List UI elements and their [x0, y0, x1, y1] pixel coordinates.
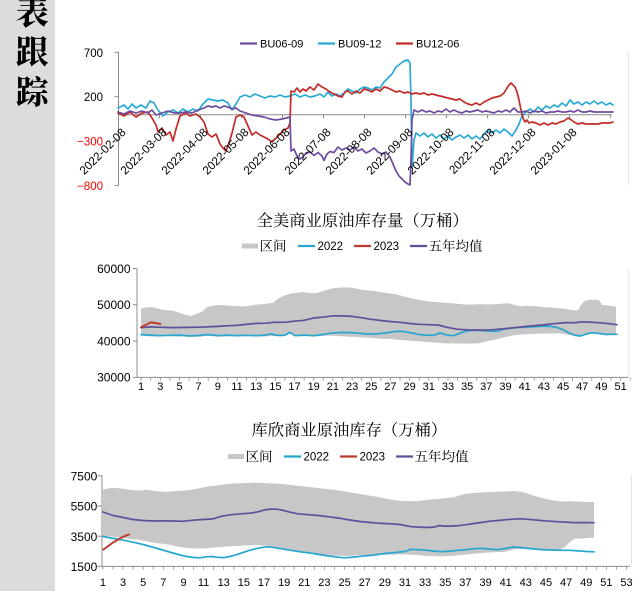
- svg-text:30000: 30000: [97, 371, 131, 385]
- svg-text:31: 31: [399, 577, 411, 589]
- svg-text:17: 17: [258, 577, 270, 589]
- svg-text:40000: 40000: [97, 334, 131, 348]
- svg-text:2022: 2022: [318, 241, 344, 253]
- svg-text:25: 25: [338, 577, 350, 589]
- svg-text:2022: 2022: [304, 452, 330, 464]
- svg-text:21: 21: [298, 577, 310, 589]
- svg-text:49: 49: [595, 381, 607, 393]
- svg-text:53: 53: [620, 577, 632, 589]
- svg-text:−800: −800: [77, 181, 103, 193]
- svg-text:23: 23: [346, 381, 358, 393]
- svg-text:45: 45: [540, 577, 552, 589]
- svg-text:7: 7: [160, 577, 166, 589]
- svg-text:47: 47: [560, 577, 572, 589]
- svg-text:200: 200: [84, 92, 103, 104]
- svg-text:BU12-06: BU12-06: [416, 39, 459, 51]
- svg-text:11: 11: [231, 381, 242, 393]
- svg-text:1: 1: [138, 381, 144, 393]
- svg-text:7: 7: [196, 381, 202, 393]
- svg-text:700: 700: [84, 48, 103, 60]
- svg-text:9: 9: [215, 381, 221, 393]
- svg-text:5: 5: [176, 381, 182, 393]
- svg-text:2023: 2023: [374, 241, 400, 253]
- svg-text:15: 15: [238, 577, 250, 589]
- svg-text:35: 35: [439, 577, 451, 589]
- svg-text:43: 43: [520, 577, 532, 589]
- svg-text:13: 13: [218, 577, 230, 589]
- svg-text:5: 5: [140, 577, 146, 589]
- svg-text:39: 39: [479, 577, 491, 589]
- svg-text:9: 9: [180, 577, 186, 589]
- svg-text:15: 15: [269, 381, 281, 393]
- svg-text:51: 51: [600, 577, 612, 589]
- svg-text:29: 29: [403, 381, 415, 393]
- svg-text:47: 47: [576, 381, 588, 393]
- svg-text:50000: 50000: [97, 298, 131, 312]
- svg-text:21: 21: [327, 381, 339, 393]
- svg-text:51: 51: [614, 381, 626, 393]
- svg-text:11: 11: [198, 577, 209, 589]
- svg-text:5500: 5500: [71, 500, 98, 514]
- svg-text:3: 3: [120, 577, 126, 589]
- svg-text:25: 25: [365, 381, 377, 393]
- svg-text:2023: 2023: [360, 452, 386, 464]
- svg-text:23: 23: [318, 577, 330, 589]
- svg-text:27: 27: [359, 577, 371, 589]
- svg-text:3: 3: [157, 381, 163, 393]
- svg-text:27: 27: [384, 381, 396, 393]
- svg-text:37: 37: [459, 577, 471, 589]
- svg-text:1500: 1500: [71, 560, 98, 574]
- svg-text:31: 31: [423, 381, 435, 393]
- svg-text:33: 33: [419, 577, 431, 589]
- svg-text:29: 29: [379, 577, 391, 589]
- svg-text:45: 45: [557, 381, 569, 393]
- svg-text:60000: 60000: [97, 262, 131, 276]
- svg-text:35: 35: [461, 381, 473, 393]
- svg-text:19: 19: [278, 577, 290, 589]
- svg-text:3500: 3500: [71, 530, 98, 544]
- svg-text:41: 41: [519, 381, 531, 393]
- svg-text:1: 1: [100, 577, 106, 589]
- svg-text:49: 49: [580, 577, 592, 589]
- svg-text:BU09-12: BU09-12: [338, 39, 381, 51]
- svg-text:39: 39: [499, 381, 511, 393]
- svg-text:43: 43: [538, 381, 550, 393]
- svg-text:33: 33: [442, 381, 454, 393]
- svg-text:17: 17: [288, 381, 300, 393]
- svg-text:19: 19: [308, 381, 320, 393]
- svg-text:41: 41: [500, 577, 512, 589]
- svg-text:7500: 7500: [71, 469, 98, 483]
- svg-text:13: 13: [250, 381, 262, 393]
- svg-text:−300: −300: [77, 137, 103, 149]
- svg-text:BU06-09: BU06-09: [260, 39, 303, 51]
- svg-text:37: 37: [480, 381, 492, 393]
